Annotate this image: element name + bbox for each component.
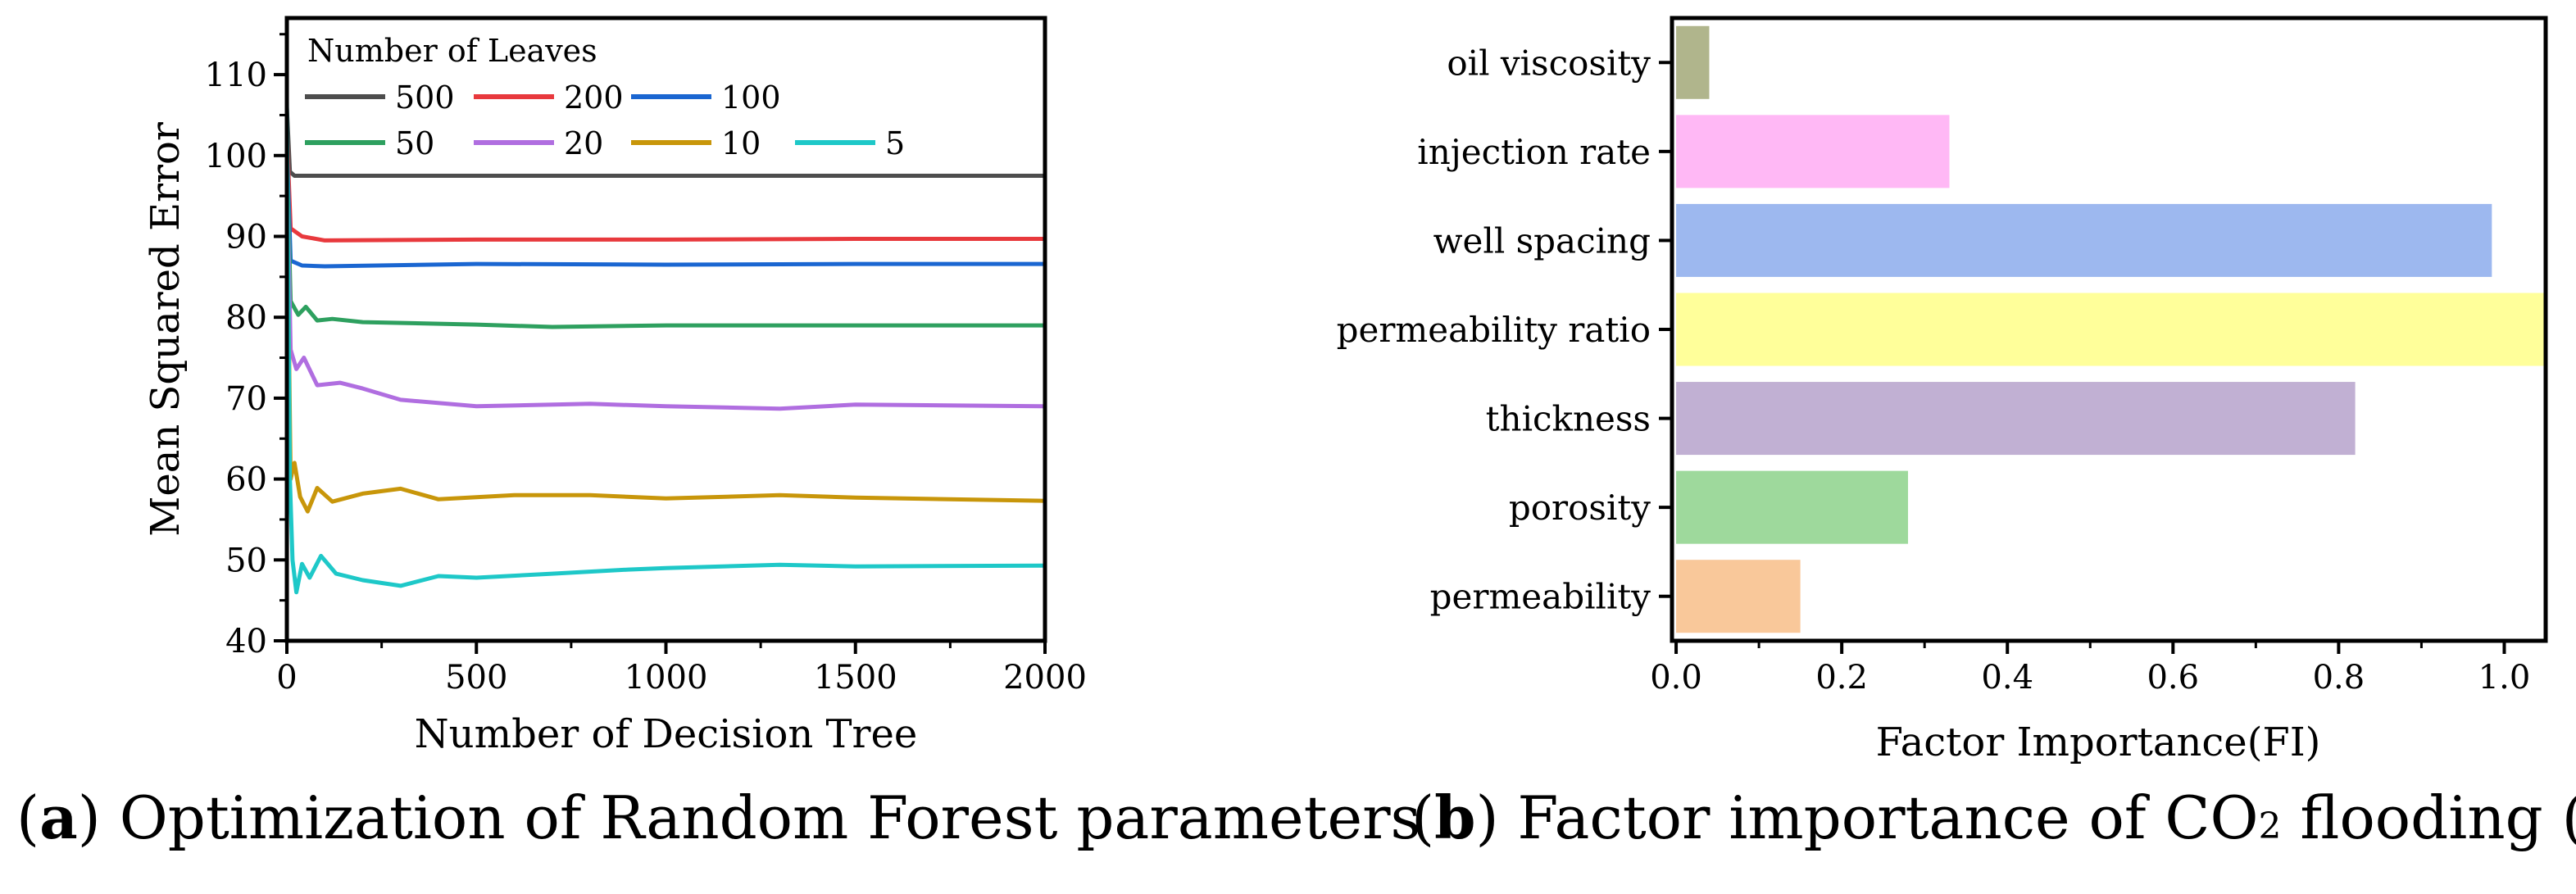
caption-b-subscript: 2: [2258, 806, 2282, 847]
legend-label-10: 10: [721, 125, 761, 161]
x-tick-label-3: 0.6: [2147, 659, 2199, 697]
series-line-10: [287, 171, 1045, 514]
caption-b-text: Factor importance of CO: [1517, 783, 2259, 852]
x-tick-label-0: 0: [276, 659, 297, 697]
bar-permeability-ratio: [1676, 293, 2546, 366]
chart-a-mse-vs-trees: 0 500 1000 1500 2000 40 50 60 70 80 90 100 110 Number…: [143, 16, 1087, 757]
bar-well-spacing: [1676, 203, 2492, 277]
category-label-porosity: porosity: [1509, 488, 1651, 528]
x-tick-label-0: 0.0: [1650, 659, 1702, 697]
x-tick-label-5: 1.0: [2478, 659, 2531, 697]
series-line-20: [287, 163, 1045, 411]
series-line-50: [287, 155, 1045, 329]
series-line-200: [287, 131, 1045, 243]
legend-label-20: 20: [564, 125, 603, 161]
series-line-100: [287, 147, 1045, 269]
chart-b-frame: [1670, 16, 2548, 643]
y-tick-label-90: 90: [225, 218, 267, 256]
legend-label-50: 50: [395, 125, 434, 161]
bar-porosity: [1676, 470, 1908, 544]
caption-b-text-end: flooding (FI): [2300, 783, 2576, 852]
legend-label-500: 500: [395, 79, 455, 116]
category-label-oil-viscosity: oil viscosity: [1447, 43, 1651, 83]
caption-a-label: a: [39, 783, 78, 852]
legend-label-5: 5: [885, 125, 905, 161]
x-tick-label-500: 500: [445, 659, 507, 697]
caption-b: (b) Factor importance of CO2 flooding (F…: [1411, 783, 2576, 852]
x-tick-label-1: 0.2: [1815, 659, 1868, 697]
category-label-well-spacing: well spacing: [1433, 220, 1651, 261]
legend-label-100: 100: [721, 79, 781, 116]
y-tick-label-50: 50: [225, 542, 267, 579]
caption-a: (a) Optimization of Random Forest parame…: [16, 783, 1421, 852]
x-tick-label-1000: 1000: [625, 659, 708, 697]
category-label-permeability-ratio: permeability ratio: [1337, 310, 1651, 350]
bar-permeability: [1676, 560, 1801, 633]
x-tick-label-2000: 2000: [1003, 659, 1087, 697]
category-label-injection-rate: injection rate: [1417, 132, 1651, 172]
y-tick-label-100: 100: [205, 138, 267, 175]
y-axis-title: Mean Squared Error: [143, 122, 189, 537]
chart-b-factor-importance: oil viscosity injection rate well spacing p…: [1337, 16, 2548, 765]
category-label-permeability: permeability: [1430, 577, 1651, 617]
bar-thickness: [1676, 382, 2356, 456]
y-tick-label-80: 80: [225, 299, 267, 337]
legend-title: Number of Leaves: [307, 33, 597, 69]
caption-b-label: b: [1434, 783, 1476, 852]
x-axis-title: Number of Decision Tree: [415, 711, 918, 757]
bar-injection-rate: [1676, 115, 1950, 188]
x-axis-title-b: Factor Importance(FI): [1876, 719, 2321, 765]
y-tick-label-60: 60: [225, 461, 267, 499]
bar-oil-viscosity: [1676, 25, 1710, 99]
x-tick-label-4: 0.8: [2313, 659, 2365, 697]
y-tick-label-110: 110: [205, 57, 267, 94]
x-tick-label-2: 0.4: [1981, 659, 2033, 697]
series-line-5: [287, 98, 1045, 595]
caption-a-text: Optimization of Random Forest parameters: [119, 783, 1421, 852]
x-tick-label-1500: 1500: [814, 659, 897, 697]
category-label-thickness: thickness: [1486, 399, 1651, 439]
y-tick-label-70: 70: [225, 380, 267, 418]
y-tick-label-40: 40: [225, 623, 267, 660]
legend-label-200: 200: [564, 79, 624, 116]
